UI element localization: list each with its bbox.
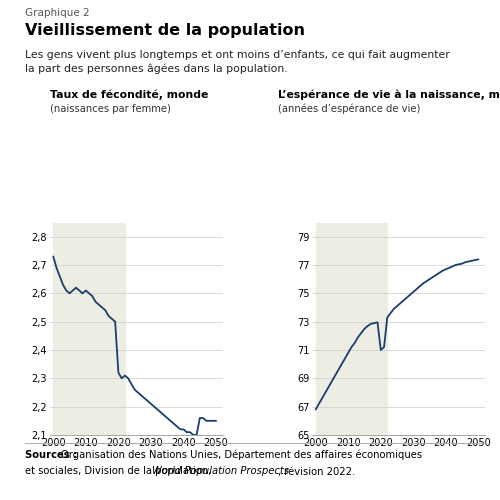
Text: la part des personnes âgées dans la population.: la part des personnes âgées dans la popu… (25, 64, 287, 74)
Text: Taux de fécondité, monde: Taux de fécondité, monde (50, 90, 208, 101)
Text: Graphique 2: Graphique 2 (25, 8, 90, 18)
Text: Organisation des Nations Unies, Département des affaires économiques: Organisation des Nations Unies, Départem… (61, 450, 422, 460)
Text: et sociales, Division de la population,: et sociales, Division de la population, (25, 466, 214, 476)
Text: L’espérance de vie à la naissance, monde: L’espérance de vie à la naissance, monde (278, 90, 500, 101)
Text: Vieillissement de la population: Vieillissement de la population (25, 22, 305, 38)
Bar (54, 222, 125, 435)
Text: Les gens vivent plus longtemps et ont moins d’enfants, ce qui fait augmenter: Les gens vivent plus longtemps et ont mo… (25, 50, 450, 60)
Text: (naissances par femme): (naissances par femme) (50, 104, 171, 114)
Bar (316, 222, 388, 435)
Text: (années d’espérance de vie): (années d’espérance de vie) (278, 104, 420, 114)
Text: World Population Prospects: World Population Prospects (152, 466, 290, 476)
Text: Sources :: Sources : (25, 450, 77, 460)
Text: , révision 2022.: , révision 2022. (278, 466, 355, 476)
